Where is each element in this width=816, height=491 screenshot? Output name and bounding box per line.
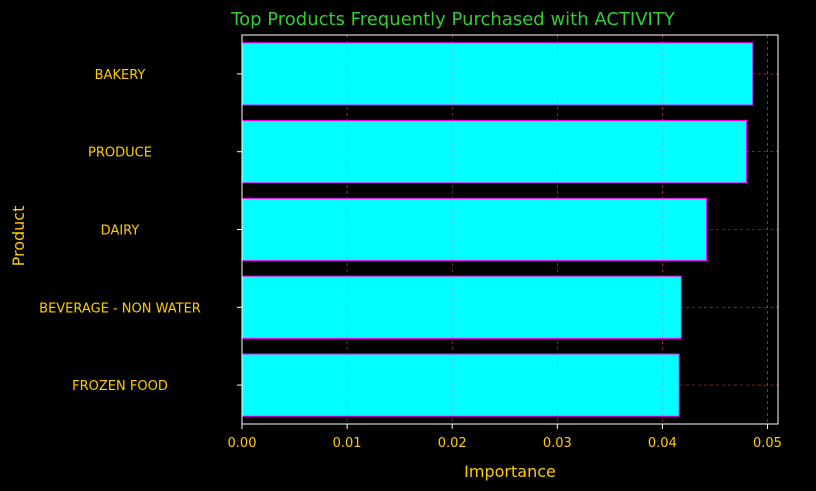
bar — [241, 275, 682, 339]
y-tick-label: BEVERAGE - NON WATER — [39, 301, 201, 316]
x-ticks: 0.00 0.01 0.02 0.03 0.04 0.05 — [228, 424, 782, 451]
x-axis-label: Importance — [464, 462, 556, 481]
chart-title: Top Products Frequently Purchased with A… — [230, 9, 676, 30]
x-tick-label: 0.00 — [228, 436, 257, 451]
x-tick-label: 0.04 — [648, 436, 677, 451]
x-tick-label: 0.05 — [753, 436, 782, 451]
x-tick-label: 0.02 — [438, 436, 467, 451]
y-tick-label: FROZEN FOOD — [72, 379, 168, 394]
bar — [241, 42, 754, 106]
y-tick-label: BAKERY — [95, 68, 146, 83]
bar — [241, 120, 747, 184]
bars — [241, 35, 768, 424]
y-ticks: BAKERY PRODUCE DAIRY BEVERAGE - NON WATER FR… — [39, 68, 242, 394]
bar — [241, 197, 708, 262]
x-tick-label: 0.01 — [333, 436, 362, 451]
y-tick-label: PRODUCE — [88, 146, 152, 161]
y-tick-label: DAIRY — [101, 224, 140, 239]
bar — [241, 353, 680, 417]
y-axis-label: Product — [9, 206, 28, 267]
x-tick-label: 0.03 — [543, 436, 572, 451]
